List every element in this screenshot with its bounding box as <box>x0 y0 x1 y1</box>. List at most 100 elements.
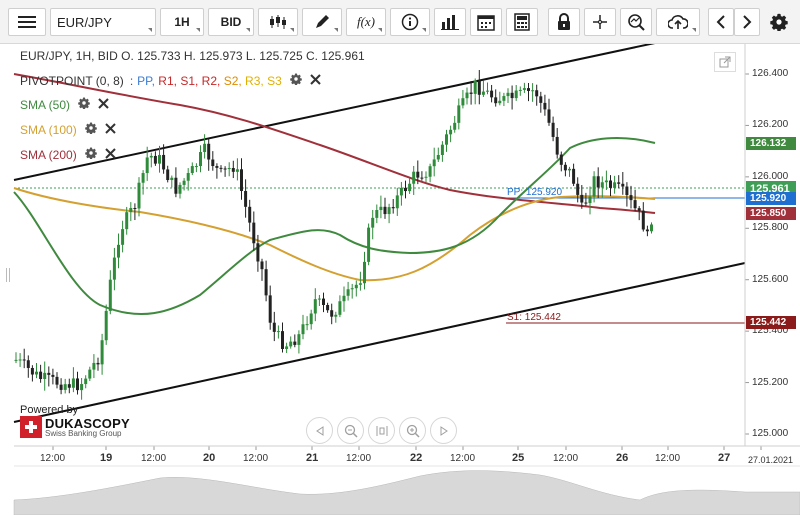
candle-body <box>568 168 571 171</box>
candle-body <box>153 155 157 164</box>
candle-body <box>235 169 239 172</box>
candle-body <box>244 190 248 207</box>
lower-channel-line[interactable] <box>13 262 746 423</box>
sma50-settings-gear-icon[interactable] <box>78 97 90 112</box>
timeframe-label: 1H <box>174 15 190 29</box>
pivot-settings-gear-icon[interactable] <box>289 73 302 88</box>
price-tick-label: 126.000 <box>752 170 789 182</box>
candle-body <box>190 166 194 174</box>
calculator-button[interactable] <box>506 8 538 36</box>
candle-body <box>527 88 530 91</box>
time-tick-label: 12:00 <box>346 453 372 464</box>
candle-body <box>576 183 580 195</box>
side-panel-handle[interactable] <box>6 268 10 282</box>
sma100-settings-gear-icon[interactable] <box>84 122 97 137</box>
time-day-label: 26 <box>616 452 629 464</box>
scroll-left-button[interactable] <box>708 8 734 36</box>
dukascopy-logo[interactable]: DUKASCOPY Swiss Banking Group <box>20 416 130 438</box>
candle-body <box>535 90 539 97</box>
price-tick-label: 126.400 <box>752 68 789 79</box>
candle-body <box>551 122 555 137</box>
candle-body <box>301 324 305 335</box>
trend-channel-lines[interactable] <box>13 44 746 423</box>
candle-body <box>375 210 379 218</box>
sma200-settings-gear-icon[interactable] <box>84 147 97 162</box>
price-tick-label: 125.200 <box>752 376 789 388</box>
timeframe-button[interactable]: 1H <box>160 8 204 36</box>
chart-type-button[interactable] <box>258 8 298 36</box>
zoom-out-button[interactable] <box>337 417 364 444</box>
candle-body <box>408 183 412 192</box>
calculator-icon <box>514 13 530 31</box>
candle-body <box>572 168 576 184</box>
candle-body <box>436 154 440 160</box>
popout-button[interactable] <box>714 52 736 72</box>
pivot-colon: : <box>129 73 134 88</box>
candle-body <box>440 144 444 155</box>
external-window-icon <box>719 56 731 68</box>
sma50-remove-close-icon[interactable] <box>98 97 109 112</box>
price-chart[interactable] <box>0 44 800 515</box>
navigator-series[interactable] <box>13 470 800 515</box>
candle-body <box>231 168 235 172</box>
candle-body <box>182 180 186 185</box>
candle-body <box>117 244 120 258</box>
reset-view-button[interactable] <box>368 417 395 444</box>
candle-body <box>621 183 625 187</box>
candle-body <box>22 359 26 361</box>
calendar-button[interactable] <box>470 8 502 36</box>
candle-body <box>559 154 563 165</box>
sma50-legend[interactable]: SMA (50) <box>20 97 109 112</box>
pan-left-button[interactable] <box>306 417 333 444</box>
upper-channel-line[interactable] <box>13 44 656 181</box>
pivot-legend[interactable]: PIVOTPOINT (0, 8) : PP, R1, S1, R2, S2, … <box>20 73 321 88</box>
settings-button[interactable] <box>764 8 794 36</box>
time-day-label: 22 <box>410 452 423 464</box>
sma50-label: SMA (50) <box>20 97 71 112</box>
pivot-level-pp: PP, <box>137 73 159 88</box>
dropdown-caret-icon <box>422 28 426 32</box>
sma100-remove-close-icon[interactable] <box>104 122 116 137</box>
candle-body <box>371 217 375 228</box>
drawing-tools-button[interactable] <box>302 8 342 36</box>
scroll-right-button[interactable] <box>734 8 760 36</box>
lock-button[interactable] <box>548 8 580 36</box>
time-tick-label: 12:00 <box>243 453 269 464</box>
crosshair-button[interactable] <box>584 8 616 36</box>
candle-body <box>481 91 485 95</box>
candlestick-icon <box>270 15 286 29</box>
menu-button[interactable] <box>8 8 46 36</box>
candle-body <box>260 261 264 270</box>
candle-body <box>428 166 432 177</box>
candle-body <box>650 224 653 232</box>
pivot-remove-close-icon[interactable] <box>310 73 321 88</box>
candle-body <box>420 177 424 179</box>
time-day-label: 21 <box>306 452 319 464</box>
candle-body <box>338 301 342 315</box>
price-side-button[interactable]: BID <box>208 8 254 36</box>
candle-body <box>494 97 498 104</box>
dropdown-caret-icon <box>334 28 338 32</box>
candle-body <box>268 295 272 323</box>
zoom-button[interactable] <box>620 8 652 36</box>
sma200-legend[interactable]: SMA (200) <box>20 147 116 162</box>
sma200-remove-close-icon[interactable] <box>104 147 116 162</box>
indicators-button[interactable]: f(x) <box>346 8 386 36</box>
volume-button[interactable] <box>434 8 466 36</box>
candle-body <box>313 299 317 314</box>
upload-button[interactable] <box>656 8 700 36</box>
zoom-in-button[interactable] <box>399 417 426 444</box>
time-day-label: 19 <box>100 452 113 464</box>
pan-right-button[interactable] <box>430 417 457 444</box>
pivot-level-list: PP, R1, S1, R2, S2, R3, S3 <box>137 74 282 88</box>
info-button[interactable] <box>390 8 430 36</box>
candle-body <box>219 167 223 169</box>
cloud-upload-icon <box>668 15 688 29</box>
candle-body <box>617 182 621 184</box>
candle-body <box>342 295 346 302</box>
candle-body <box>518 89 522 91</box>
price-tick-label: 125.400 <box>752 325 789 337</box>
candle-body <box>625 186 629 196</box>
sma100-legend[interactable]: SMA (100) <box>20 122 116 137</box>
symbol-selector[interactable]: EUR/JPY <box>50 8 156 36</box>
